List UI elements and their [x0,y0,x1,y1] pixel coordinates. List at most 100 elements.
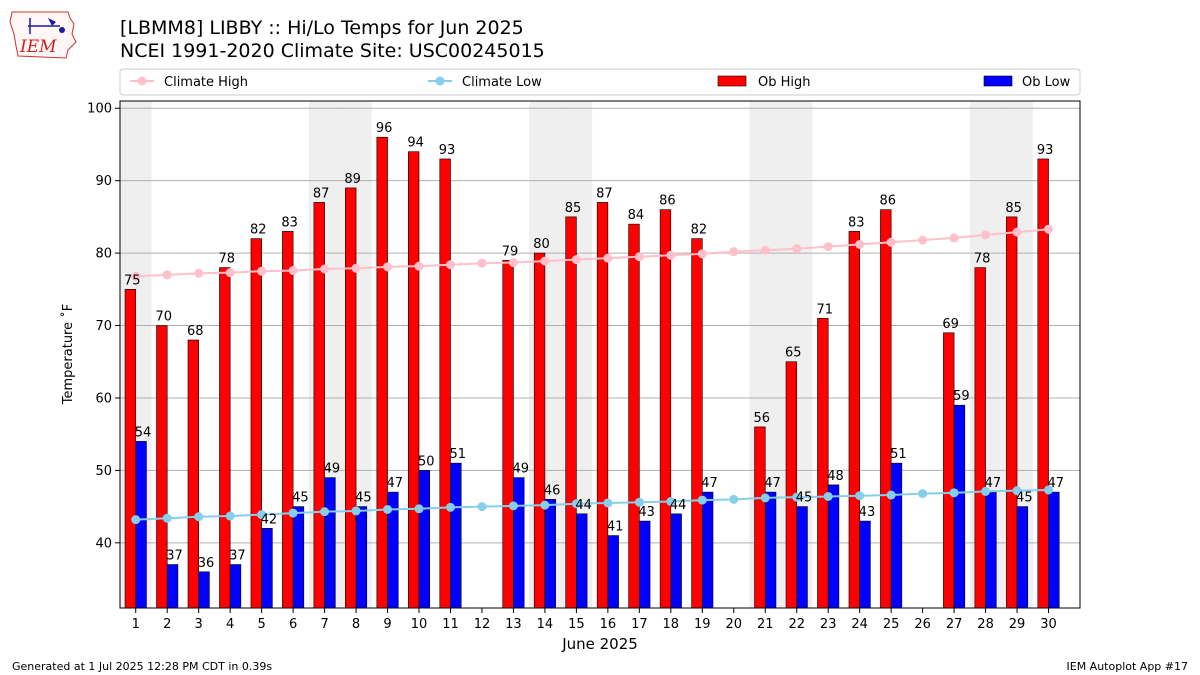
ob-low-bar [544,499,556,609]
climate-low-point [131,515,141,525]
climate-low-point [320,507,330,517]
climate-high-point [477,258,487,268]
climate-high-point [666,250,676,260]
ob-low-bar [229,564,242,609]
ob-high-label: 80 [533,237,550,252]
climate-high-point [445,260,455,270]
climate-low-point [225,511,235,521]
ob-high-label: 70 [156,310,173,325]
x-tick-label: 26 [914,617,931,632]
ob-high-bar [345,187,357,609]
climate-high-point [383,262,393,272]
ob-low-bar [859,520,871,609]
x-tick-label: 6 [289,617,297,632]
ob-low-label: 44 [670,498,687,513]
x-tick-label: 12 [474,617,491,632]
climate-low-point [414,504,424,514]
ob-low-label: 36 [198,556,215,571]
ob-low-label: 45 [1016,491,1033,506]
climate-high-point [414,261,424,271]
ob-high-label: 86 [879,194,896,209]
ob-low-label: 47 [764,476,781,491]
ob-low-bar [607,535,619,609]
ob-high-bar [250,238,262,609]
climate-high-point [131,271,141,281]
climate-low-point [162,513,172,523]
ob-low-bar [953,404,966,609]
climate-high-point [571,255,581,265]
climate-high-point [634,252,644,262]
climate-low-point [918,489,928,499]
climate-high-point [981,230,991,240]
ob-low-bar [670,513,682,609]
ob-low-bar [701,491,714,609]
ob-high-bar [943,332,955,609]
ob-high-bar [628,223,640,609]
climate-lines [131,224,1054,525]
climate-high-point [508,258,518,268]
y-axis: 40 50 60 70 80 90 100 [87,102,120,551]
legend-label-climate-low: Climate Low [462,75,542,90]
ob-high-label: 87 [313,186,330,201]
ob-high-label: 86 [659,194,676,209]
ob-high-label: 93 [439,143,456,158]
climate-low-point [1044,485,1054,495]
climate-low-point [729,494,739,504]
climate-high-point [540,256,550,266]
chart-subtitle: NCEI 1991-2020 Climate Site: USC00245015 [120,40,545,62]
climate-high-point [760,245,770,255]
climate-high-point [288,265,298,275]
app-credit: IEM Autoplot App #17 [1066,660,1189,673]
ob-high-label: 89 [344,172,361,187]
ob-low-label: 37 [166,549,183,564]
ob-low-bar [639,520,651,609]
climate-low-point [194,512,204,522]
climate-low-point [666,497,676,507]
x-tick-label: 4 [226,617,234,632]
ob-low-label: 47 [387,476,404,491]
ob-low-bar [261,528,273,609]
ob-high-label: 78 [218,252,235,267]
x-tick-label: 7 [320,617,328,632]
ob-high-label: 85 [1005,201,1022,216]
x-tick-label: 27 [946,617,963,632]
x-tick-label: 15 [568,617,585,632]
ob-high-label: 69 [942,317,959,332]
x-tick-label: 8 [352,617,360,632]
ob-low-label: 44 [575,498,592,513]
ob-high-bar [785,361,798,609]
x-tick-label: 11 [442,617,459,632]
ob-high-bar [124,289,137,609]
legend-label-ob-high: Ob High [758,75,811,90]
y-tick-label: 90 [95,174,112,189]
ob-low-label: 48 [827,469,844,484]
ob-low-bar [513,477,525,609]
climate-high-point [351,263,361,273]
climate-low-point [540,500,550,510]
ob-low-bar [827,484,840,609]
ob-low-bar [796,506,808,609]
ob-low-bar [418,470,431,609]
ob-low-label: 51 [449,447,466,462]
ob-low-label: 41 [607,520,624,535]
ob-high-label: 71 [816,302,833,317]
ob-high-label: 79 [502,244,519,259]
x-tick-label: 9 [383,617,391,632]
climate-low-line [135,488,1049,521]
ob-high-bar [408,151,420,609]
climate-low-point [571,499,581,509]
ob-low-label: 45 [355,491,372,506]
ob-high-label: 82 [250,223,267,238]
ob-high-bar [754,426,766,609]
ob-low-bar [166,564,179,609]
climate-high-point [949,233,959,243]
ob-high-bar [848,231,860,609]
x-tick-label: 29 [1009,617,1026,632]
ob-low-label: 49 [324,462,341,477]
x-axis-label: June 2025 [561,635,638,653]
ob-high-label: 85 [565,201,582,216]
ob-low-bar [576,513,588,609]
ob-high-bar [313,202,325,609]
climate-high-point [257,266,267,276]
